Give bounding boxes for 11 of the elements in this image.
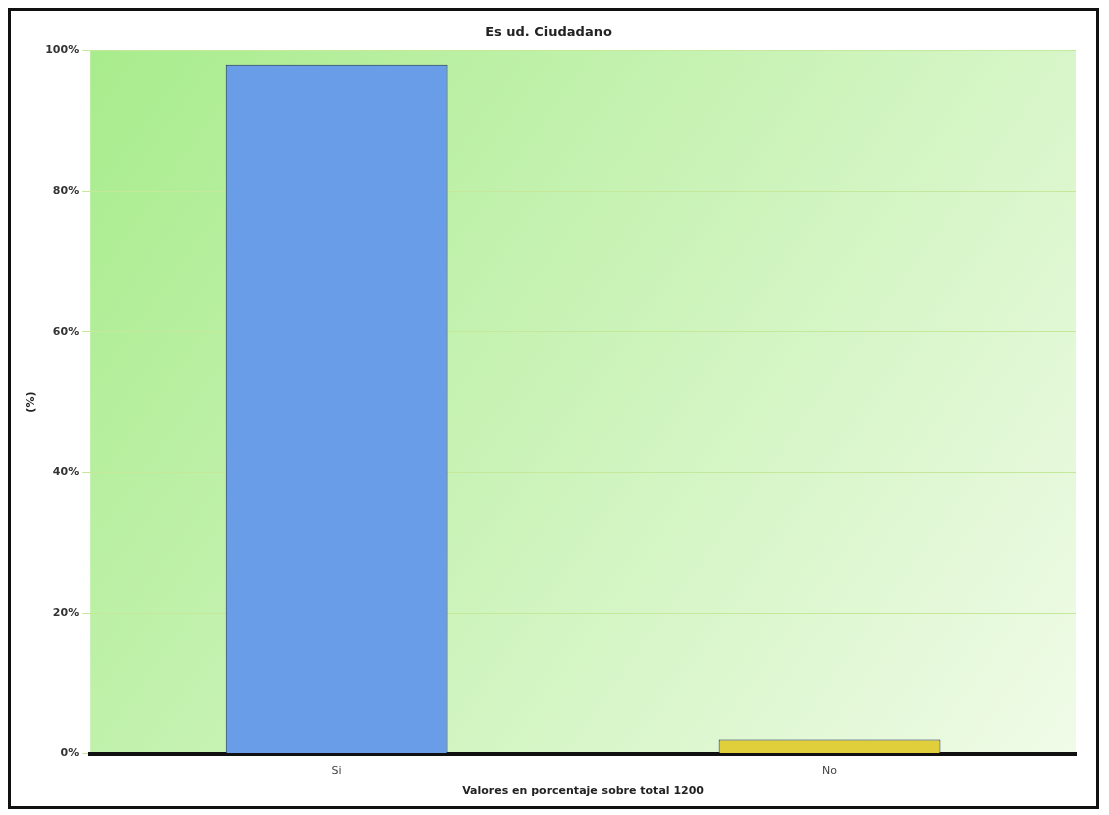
y-tick-label: 40%	[52, 465, 80, 479]
chart-title: Es ud. Ciudadano	[485, 24, 612, 40]
x-axis-title: Valores en porcentaje sobre total 1200	[462, 784, 705, 798]
x-tick-label: Si	[331, 764, 342, 778]
y-axis-title: (%)	[24, 391, 38, 413]
x-tick-label: No	[822, 764, 838, 778]
y-tick-label: 80%	[52, 184, 80, 198]
y-tick-label: 60%	[52, 324, 80, 338]
y-tick-label: 100%	[45, 43, 80, 57]
y-tick-label: 0%	[60, 746, 80, 760]
y-tick-label: 20%	[52, 605, 80, 619]
